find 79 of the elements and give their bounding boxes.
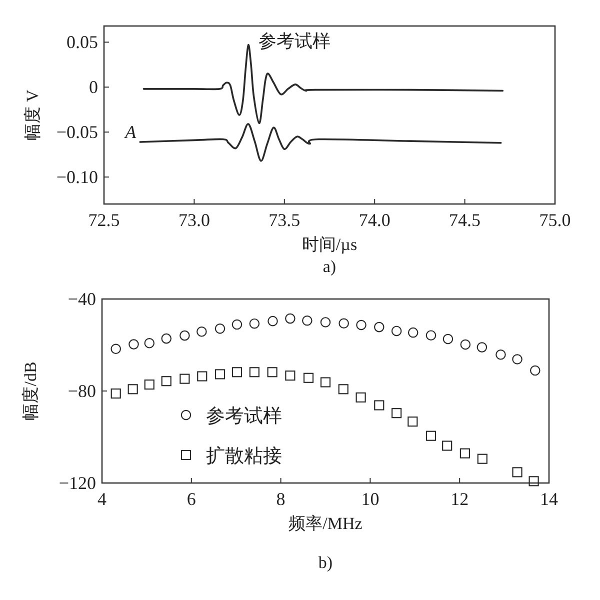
x-tick-label: 74.0 [358, 210, 390, 230]
point [214, 369, 226, 380]
point [530, 365, 540, 376]
point [267, 367, 278, 378]
y-tick-label: −0.10 [56, 167, 98, 188]
point [391, 326, 402, 336]
point [460, 448, 470, 458]
line-series [139, 123, 502, 162]
point [426, 330, 436, 340]
point [320, 317, 331, 328]
point [303, 372, 314, 383]
point [249, 318, 260, 329]
point [128, 339, 139, 350]
point [128, 384, 138, 394]
x-tick-label: 14 [540, 489, 558, 509]
point [232, 319, 242, 330]
point [196, 326, 207, 337]
point [442, 334, 454, 344]
point [392, 408, 402, 418]
point [285, 313, 296, 324]
point [197, 371, 208, 382]
point [528, 476, 539, 486]
point [356, 392, 366, 402]
point [374, 400, 384, 410]
text: a) [322, 257, 336, 276]
point [356, 320, 366, 330]
point [374, 322, 384, 332]
point [512, 354, 522, 364]
point [408, 416, 418, 427]
point [338, 318, 349, 329]
y-tick-label: 0.05 [66, 32, 98, 52]
point [476, 342, 488, 352]
point [426, 430, 436, 441]
y-axis-title: 幅度 V [23, 89, 42, 140]
text: b) [318, 553, 333, 572]
y-tick-label: −80 [68, 381, 96, 401]
x-tick-label: 10 [361, 489, 380, 509]
point [320, 377, 331, 388]
legend-label: 扩散粘接 [206, 445, 282, 467]
point [232, 367, 242, 378]
series-label: 参考试样 [258, 30, 330, 51]
x-tick-label: 72.5 [88, 210, 120, 230]
point [460, 339, 471, 350]
x-tick-label: 73.0 [178, 210, 210, 230]
point [110, 344, 122, 354]
point [214, 324, 226, 334]
x-tick-label: 74.5 [449, 210, 481, 230]
x-tick-label: 4 [98, 489, 106, 509]
y-tick-label: −40 [68, 289, 96, 309]
point [408, 327, 418, 338]
y-tick-label: −120 [58, 473, 96, 493]
point [285, 370, 296, 381]
point [144, 380, 154, 390]
point [161, 333, 172, 344]
point [442, 440, 452, 451]
point [249, 367, 260, 378]
legend-label: 参考试样 [206, 406, 282, 427]
point [268, 316, 278, 326]
point [496, 350, 506, 360]
x-tick-label: 8 [276, 489, 286, 509]
point [144, 338, 155, 348]
x-tick-label: 12 [450, 489, 469, 509]
x-tick-label: 6 [186, 489, 196, 509]
point [180, 374, 190, 384]
point [161, 376, 172, 386]
x-tick-label: 75.0 [539, 210, 571, 230]
x-axis-title: 时间/µs [302, 235, 358, 254]
point [477, 454, 488, 464]
x-axis-title: 频率/MHz [288, 514, 363, 533]
y-tick-label: −0.05 [56, 122, 98, 142]
x-tick-label: 73.5 [268, 210, 300, 230]
point [110, 388, 121, 399]
series-label: A [124, 122, 138, 142]
y-axis-title: 幅度/dB [21, 362, 40, 420]
y-tick-label: 0 [89, 77, 98, 98]
point [512, 467, 522, 478]
point [180, 330, 190, 341]
point [302, 315, 312, 326]
point [338, 384, 348, 394]
